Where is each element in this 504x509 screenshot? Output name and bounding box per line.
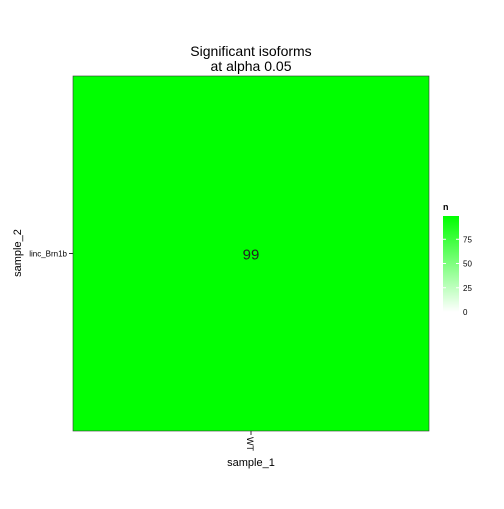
- chart-title: Significant isoforms at alpha 0.05: [190, 43, 311, 74]
- y-tick-label: linc_Brn1b: [29, 250, 67, 259]
- chart-title-line: Significant isoforms: [190, 43, 311, 59]
- color-legend: n 0 25 50 75: [443, 202, 472, 317]
- legend-title: n: [443, 202, 449, 212]
- legend-tick-label: 50: [463, 260, 472, 269]
- chart-title-line: at alpha 0.05: [211, 58, 292, 74]
- x-tick-label: WT: [245, 437, 255, 451]
- plot-panel: 99 WT linc_Brn1b: [29, 75, 430, 451]
- legend-tick-label: 0: [463, 308, 468, 317]
- cell-value-label: 99: [243, 247, 260, 264]
- legend-tick-label: 25: [463, 284, 472, 293]
- legend-tick-label: 75: [463, 235, 472, 244]
- y-axis-label: sample_2: [12, 229, 24, 277]
- heatmap-cell: [72, 75, 430, 432]
- x-axis-label: sample_1: [227, 457, 275, 469]
- legend-colorbar: [443, 216, 459, 312]
